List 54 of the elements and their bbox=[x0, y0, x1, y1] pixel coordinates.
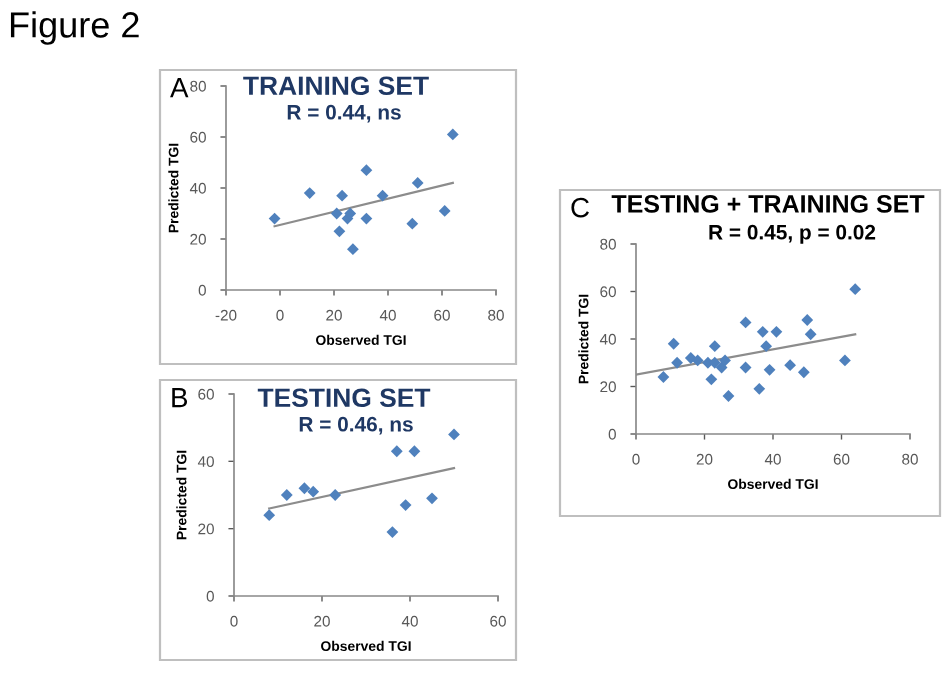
point bbox=[336, 189, 348, 202]
text: R = 0.44, ns bbox=[287, 104, 401, 123]
text: A bbox=[170, 78, 189, 98]
point bbox=[307, 485, 320, 498]
point bbox=[446, 128, 459, 141]
point bbox=[268, 212, 281, 225]
chart-subtitle: R = 0.45, p = 0.02 bbox=[709, 224, 876, 244]
point bbox=[801, 314, 814, 326]
text: B bbox=[172, 388, 188, 408]
point bbox=[360, 164, 373, 177]
point bbox=[797, 366, 810, 379]
point bbox=[280, 489, 293, 501]
point bbox=[360, 212, 373, 225]
point bbox=[784, 359, 797, 372]
point bbox=[386, 526, 399, 538]
chart-title: TRAINING SET bbox=[243, 76, 429, 96]
point bbox=[705, 373, 718, 386]
point bbox=[719, 354, 731, 367]
point bbox=[839, 354, 851, 367]
point bbox=[411, 177, 424, 189]
point bbox=[715, 361, 728, 374]
point bbox=[708, 340, 721, 353]
point bbox=[763, 363, 776, 376]
point bbox=[408, 445, 421, 458]
point bbox=[347, 243, 359, 256]
chart-title: TESTING + TRAINING SET bbox=[611, 195, 925, 213]
point bbox=[722, 390, 735, 402]
point bbox=[333, 225, 346, 238]
point bbox=[657, 371, 670, 383]
text: C bbox=[571, 197, 589, 218]
point bbox=[448, 428, 460, 441]
point bbox=[756, 325, 769, 338]
point bbox=[399, 499, 412, 511]
point bbox=[376, 189, 389, 202]
point bbox=[804, 328, 817, 341]
point bbox=[390, 445, 403, 458]
point bbox=[770, 325, 783, 338]
point bbox=[426, 492, 438, 505]
point bbox=[438, 205, 451, 217]
point bbox=[667, 337, 680, 350]
point bbox=[329, 489, 342, 501]
point bbox=[406, 217, 419, 230]
text: R = 0.46, ns bbox=[299, 416, 413, 435]
caption: Figure 2 bbox=[10, 11, 139, 45]
point bbox=[753, 382, 766, 395]
point bbox=[849, 283, 862, 296]
point bbox=[330, 207, 343, 220]
point bbox=[303, 187, 316, 199]
point bbox=[760, 340, 773, 353]
point bbox=[298, 482, 311, 495]
chart-title: TESTING SET bbox=[257, 388, 431, 408]
point bbox=[671, 356, 683, 369]
point bbox=[263, 509, 276, 522]
point bbox=[739, 316, 752, 329]
